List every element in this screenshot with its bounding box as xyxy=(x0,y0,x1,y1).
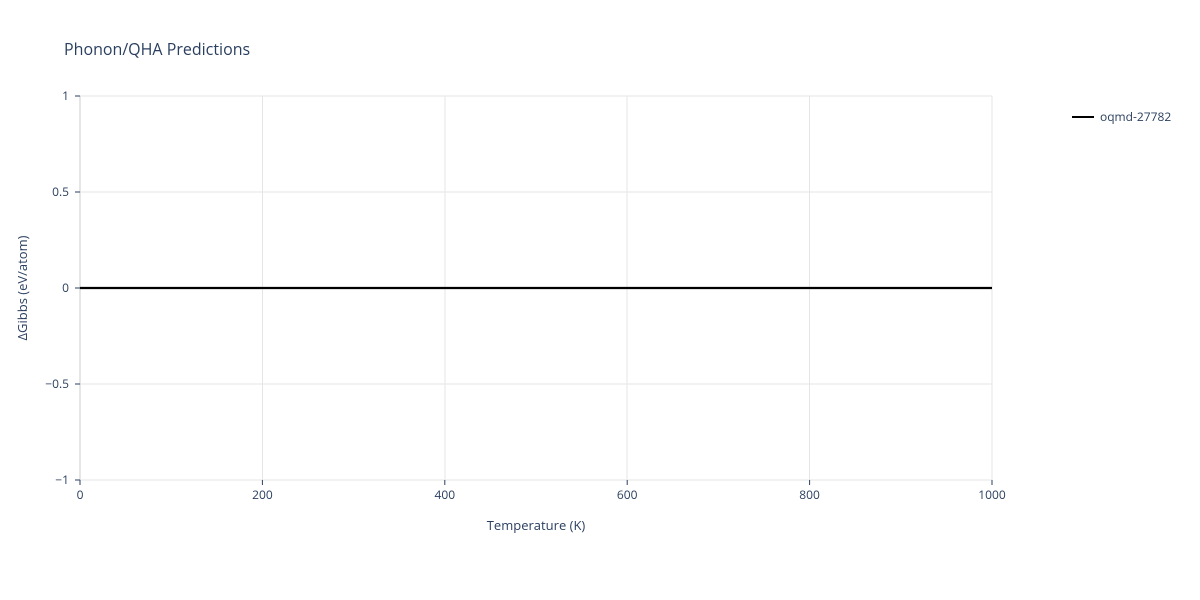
y-axis-label: ΔGibbs (eV/atom) xyxy=(13,236,31,341)
y-tick-label: 0 xyxy=(62,279,69,296)
y-tick-label: −1 xyxy=(55,471,69,488)
x-tick-label: 400 xyxy=(435,486,456,503)
legend[interactable]: oqmd-27782 xyxy=(1072,108,1171,125)
y-tick-label: 0.5 xyxy=(52,183,69,200)
legend-label: oqmd-27782 xyxy=(1100,108,1171,125)
phonon-chart: Phonon/QHA Predictions 0 200 400 600 800 1000… xyxy=(0,0,1200,600)
plot-area[interactable]: 02004006008001000−1−0.500.51 xyxy=(80,96,992,480)
y-tick-label: −0.5 xyxy=(45,375,69,392)
legend-swatch xyxy=(1072,116,1094,118)
x-tick-label: 600 xyxy=(617,486,638,503)
x-axis-label: Temperature (K) xyxy=(487,516,586,534)
chart-title: Phonon/QHA Predictions xyxy=(64,38,250,60)
x-tick-label: 1000 xyxy=(978,486,1006,503)
x-tick-label: 800 xyxy=(799,486,820,503)
x-tick-label: 200 xyxy=(252,486,273,503)
x-tick-label: 0 xyxy=(77,486,84,503)
axes-ticks: 0 200 400 600 800 1000 −1 −0.5 0 0.5 1 xyxy=(45,87,1006,503)
legend-item[interactable]: oqmd-27782 xyxy=(1072,108,1171,125)
y-tick-label: 1 xyxy=(62,87,69,104)
